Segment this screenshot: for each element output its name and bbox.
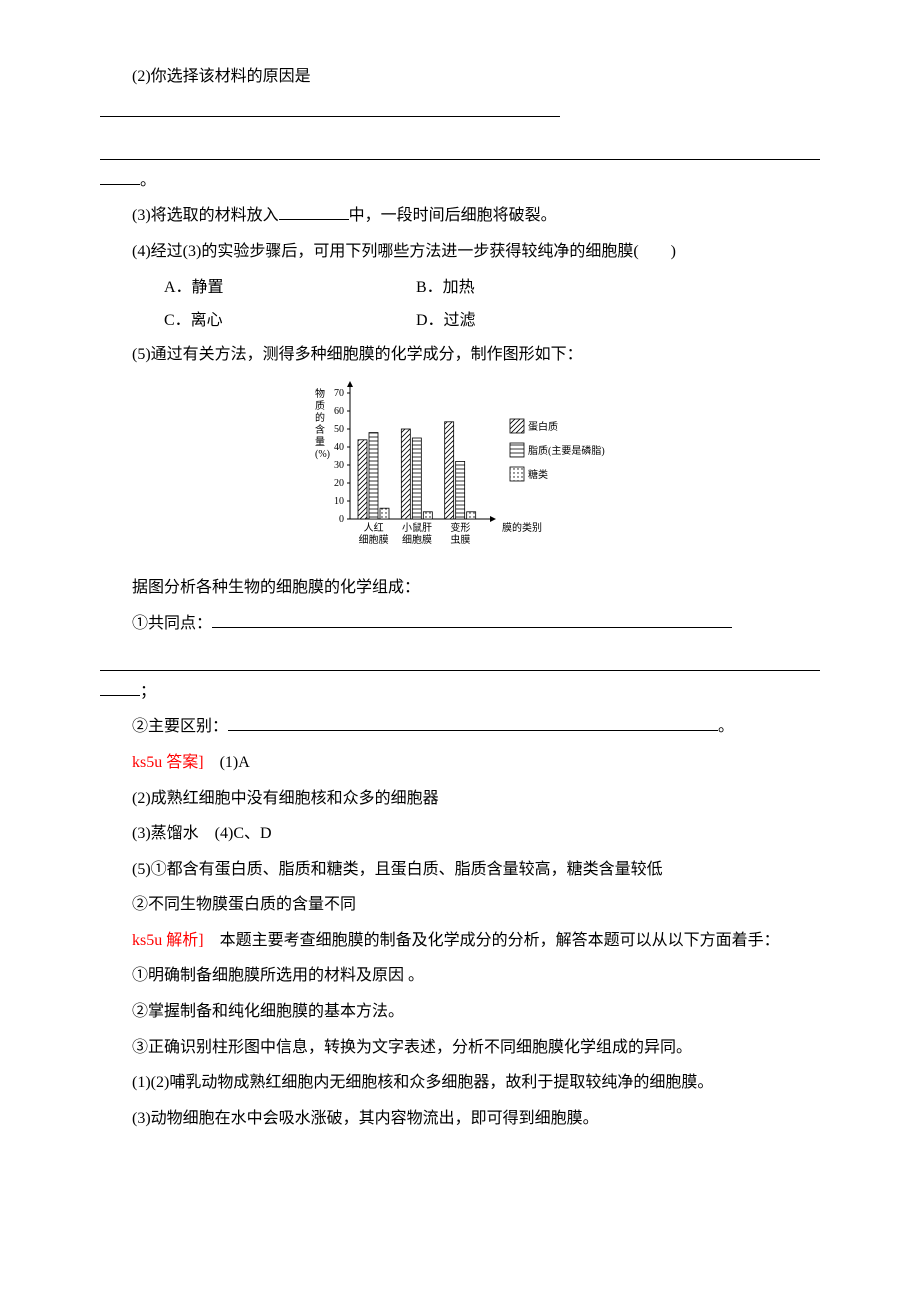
option-c: C．离心 [132, 304, 412, 338]
svg-text:30: 30 [334, 460, 344, 471]
q2-blank-line-1 [100, 96, 820, 130]
svg-text:的: 的 [315, 411, 325, 424]
svg-text:质: 质 [315, 400, 325, 412]
option-d: D．过滤 [416, 312, 476, 329]
explain-line-0: ks5u 解析] 本题主要考查细胞膜的制备及化学成分的分析，解答本题可以从以下方… [100, 924, 820, 958]
svg-text:小鼠肝: 小鼠肝 [402, 521, 432, 534]
common-point-blank [212, 612, 732, 627]
explain-line-3: ③正确识别柱形图中信息，转换为文字表述，分析不同细胞膜化学组成的异同。 [100, 1031, 820, 1065]
svg-text:60: 60 [334, 406, 344, 417]
explain-line-1: ①明确制备细胞膜所选用的材料及原因 。 [100, 959, 820, 993]
common-point-line: ①共同点： [100, 607, 820, 641]
svg-text:50: 50 [334, 424, 344, 435]
q2-tail: 。 [100, 164, 820, 198]
common-point-blank-2 [100, 644, 820, 671]
q3-text-b: 中，一段时间后细胞将破裂。 [349, 207, 557, 224]
svg-text:蛋白质: 蛋白质 [528, 420, 558, 433]
svg-text:细胞膜: 细胞膜 [359, 533, 389, 546]
q2-blank-line-2 [100, 133, 820, 160]
q3-blank [279, 205, 349, 220]
q5-line: (5)通过有关方法，测得多种细胞膜的化学成分，制作图形如下： [100, 338, 820, 372]
diff-point-label: ②主要区别： [132, 718, 228, 735]
q2-period: 。 [140, 172, 156, 189]
answer-line-2: (2)成熟红细胞中没有细胞核和众多的细胞器 [100, 782, 820, 816]
explain-line-2: ②掌握制备和纯化细胞膜的基本方法。 [100, 995, 820, 1029]
bar-chart: 010203040506070物质的含量(%)人红细胞膜小鼠肝细胞膜变形虫膜膜的… [300, 379, 620, 567]
svg-text:20: 20 [334, 478, 344, 489]
diff-point-blank [228, 716, 718, 731]
option-row-2: C．离心 D．过滤 [100, 304, 820, 338]
option-b: B．加热 [416, 279, 475, 296]
svg-text:0: 0 [339, 514, 344, 525]
svg-text:细胞膜: 细胞膜 [402, 533, 432, 546]
page: (2)你选择该材料的原因是 。 (3)将选取的材料放入 中，一段时间后细胞将破裂。… [0, 0, 920, 1217]
svg-text:变形: 变形 [450, 521, 470, 534]
option-a: A．静置 [132, 271, 412, 305]
answer-line-5b: ②不同生物膜蛋白质的含量不同 [100, 888, 820, 922]
diff-point-line: ②主要区别： 。 [100, 710, 820, 744]
svg-text:人红: 人红 [364, 521, 384, 534]
common-point-tail: ； [100, 675, 820, 709]
p1-semicolon: ； [140, 683, 156, 700]
answer-line-5a: (5)①都含有蛋白质、脂质和糖类，且蛋白质、脂质含量较高，糖类含量较低 [100, 853, 820, 887]
svg-text:含: 含 [315, 423, 325, 436]
explain-0: 本题主要考查细胞膜的制备及化学成分的分析，解答本题可以从以下方面着手： [204, 932, 780, 949]
svg-text:脂质(主要是磷脂): 脂质(主要是磷脂) [528, 444, 605, 457]
svg-text:10: 10 [334, 496, 344, 507]
q2-line: (2)你选择该材料的原因是 [100, 60, 820, 94]
option-row-1: A．静置 B．加热 [100, 271, 820, 305]
explain-label: ks5u 解析] [132, 932, 204, 949]
after-chart-line: 据图分析各种生物的细胞膜的化学组成： [100, 571, 820, 605]
q4-line: (4)经过(3)的实验步骤后，可用下列哪些方法进一步获得较纯净的细胞膜( ) [100, 235, 820, 269]
svg-text:70: 70 [334, 388, 344, 399]
svg-text:物: 物 [315, 387, 325, 400]
answer-line-1: ks5u 答案] (1)A [100, 746, 820, 780]
explain-line-12: (1)(2)哺乳动物成熟红细胞内无细胞核和众多细胞器，故利于提取较纯净的细胞膜。 [100, 1066, 820, 1100]
q3-text-a: (3)将选取的材料放入 [132, 207, 279, 224]
answer-label: ks5u 答案] [132, 754, 204, 771]
explain-line-3b: (3)动物细胞在水中会吸水涨破，其内容物流出，即可得到细胞膜。 [100, 1102, 820, 1136]
svg-text:40: 40 [334, 442, 344, 453]
svg-text:量: 量 [315, 436, 325, 448]
answer-line-3: (3)蒸馏水 (4)C、D [100, 817, 820, 851]
svg-text:膜的类别: 膜的类别 [502, 521, 542, 534]
common-point-label: ①共同点： [132, 615, 212, 632]
svg-text:糖类: 糖类 [528, 468, 548, 481]
answer-1: (1)A [204, 754, 250, 771]
svg-text:(%): (%) [315, 449, 330, 460]
p2-period: 。 [718, 718, 734, 735]
svg-text:虫膜: 虫膜 [450, 534, 470, 546]
q3-line: (3)将选取的材料放入 中，一段时间后细胞将破裂。 [100, 199, 820, 233]
